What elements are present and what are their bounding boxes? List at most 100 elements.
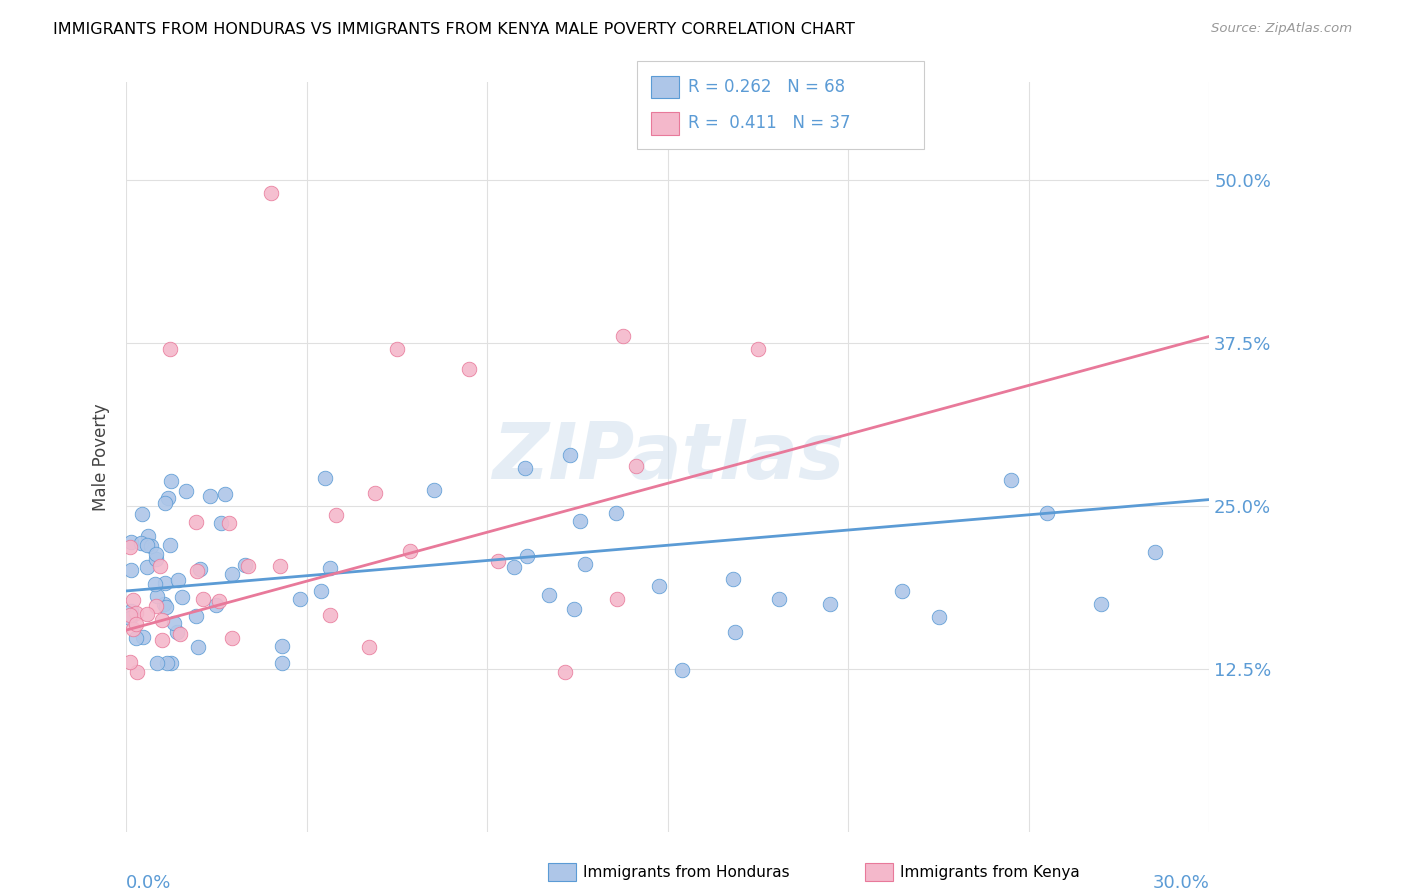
- Point: [186, 564, 208, 578]
- Point: [145, 656, 167, 670]
- Y-axis label: Male Poverty: Male Poverty: [93, 403, 110, 511]
- Point: [271, 656, 294, 670]
- Text: Source: ZipAtlas.com: Source: ZipAtlas.com: [1212, 22, 1353, 36]
- Point: [624, 458, 647, 473]
- Point: [125, 607, 148, 621]
- Point: [605, 506, 627, 520]
- Point: [193, 592, 215, 607]
- Point: [152, 597, 174, 611]
- Point: [120, 604, 142, 618]
- Point: [155, 496, 177, 510]
- Point: [160, 656, 183, 670]
- Point: [1036, 506, 1059, 520]
- Point: [214, 487, 236, 501]
- Point: [671, 663, 693, 677]
- Point: [138, 529, 160, 543]
- Point: [139, 539, 162, 553]
- Point: [159, 343, 181, 357]
- Point: [120, 535, 142, 549]
- Point: [325, 508, 347, 522]
- Point: [150, 632, 173, 647]
- Text: IMMIGRANTS FROM HONDURAS VS IMMIGRANTS FROM KENYA MALE POVERTY CORRELATION CHART: IMMIGRANTS FROM HONDURAS VS IMMIGRANTS F…: [53, 22, 855, 37]
- Point: [221, 631, 243, 645]
- Point: [399, 544, 422, 558]
- Point: [423, 483, 446, 497]
- Point: [186, 515, 208, 529]
- Point: [205, 598, 228, 612]
- Point: [131, 507, 153, 521]
- Text: R =  0.411   N = 37: R = 0.411 N = 37: [688, 114, 851, 132]
- Point: [156, 656, 179, 670]
- Point: [124, 631, 146, 645]
- Point: [145, 547, 167, 561]
- Point: [145, 599, 167, 613]
- Point: [125, 665, 148, 680]
- Point: [187, 640, 209, 654]
- Point: [143, 577, 166, 591]
- Point: [502, 559, 524, 574]
- Text: ZIPatlas: ZIPatlas: [492, 419, 844, 495]
- Point: [1000, 473, 1022, 487]
- Point: [221, 567, 243, 582]
- Point: [136, 538, 159, 552]
- Point: [218, 516, 240, 530]
- Point: [538, 588, 561, 602]
- Point: [160, 475, 183, 489]
- Point: [648, 580, 671, 594]
- Text: 0.0%: 0.0%: [127, 873, 172, 892]
- Point: [174, 483, 197, 498]
- Point: [208, 593, 231, 607]
- Point: [318, 607, 340, 622]
- Point: [568, 514, 591, 528]
- Point: [269, 559, 291, 574]
- Point: [159, 538, 181, 552]
- Point: [558, 448, 581, 462]
- Point: [155, 576, 177, 591]
- Point: [145, 552, 167, 566]
- Point: [1144, 545, 1167, 559]
- Point: [319, 561, 342, 575]
- Point: [198, 489, 221, 503]
- Point: [118, 611, 141, 625]
- Point: [1090, 597, 1112, 611]
- Point: [163, 615, 186, 630]
- Point: [724, 625, 747, 640]
- Point: [768, 592, 790, 607]
- Point: [236, 558, 259, 573]
- Text: Immigrants from Honduras: Immigrants from Honduras: [583, 865, 790, 880]
- Point: [747, 343, 769, 357]
- Text: R = 0.262   N = 68: R = 0.262 N = 68: [688, 78, 845, 95]
- Point: [290, 591, 312, 606]
- Point: [606, 591, 628, 606]
- Point: [486, 554, 509, 568]
- Point: [120, 564, 142, 578]
- Point: [155, 599, 177, 614]
- Point: [359, 640, 381, 654]
- Point: [818, 597, 841, 611]
- Point: [928, 610, 950, 624]
- Point: [891, 583, 914, 598]
- Point: [562, 601, 585, 615]
- Point: [260, 186, 283, 200]
- Point: [132, 630, 155, 644]
- Point: [129, 535, 152, 549]
- Point: [574, 558, 596, 572]
- Point: [309, 584, 332, 599]
- Point: [271, 639, 294, 653]
- Point: [121, 593, 143, 607]
- Point: [167, 573, 190, 587]
- Point: [188, 562, 211, 576]
- Point: [554, 665, 576, 679]
- Point: [721, 572, 744, 586]
- Point: [170, 591, 193, 605]
- Point: [135, 607, 157, 621]
- Point: [233, 558, 256, 572]
- Point: [149, 558, 172, 573]
- Point: [458, 362, 481, 376]
- Point: [385, 343, 408, 357]
- Point: [169, 627, 191, 641]
- Point: [513, 461, 536, 475]
- Text: 30.0%: 30.0%: [1153, 873, 1209, 892]
- Point: [118, 607, 141, 622]
- Point: [364, 485, 387, 500]
